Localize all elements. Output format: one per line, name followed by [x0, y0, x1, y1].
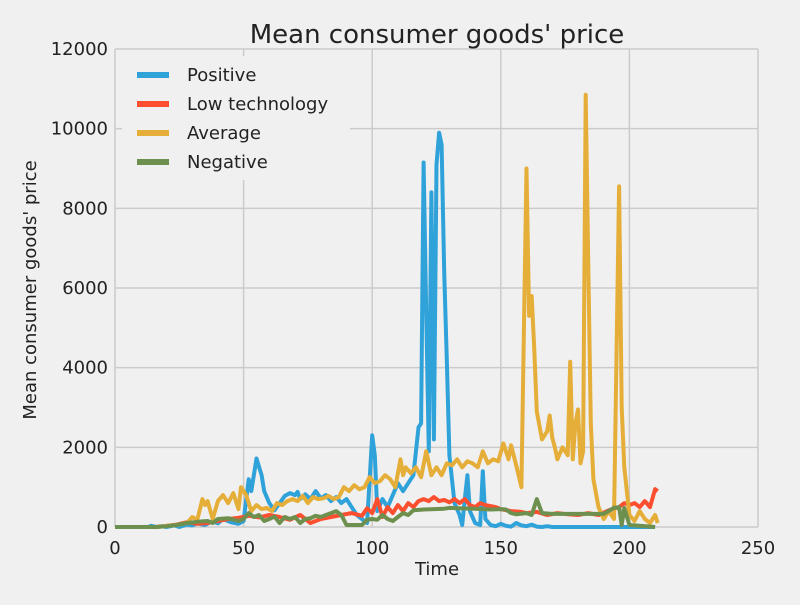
y-tick-label: 8000	[62, 198, 108, 219]
legend: Positive Low technology Average Negative	[122, 56, 350, 180]
legend-label-average: Average	[187, 123, 261, 144]
legend-label-low-technology: Low technology	[187, 94, 328, 115]
legend-label-negative: Negative	[187, 152, 268, 173]
x-tick-label: 150	[484, 538, 518, 559]
y-axis-label: Mean consumer goods' price	[20, 160, 41, 419]
x-tick-labels: 0 50 100 150 200 250	[109, 538, 775, 559]
y-tick-label: 12000	[51, 39, 108, 60]
x-tick-label: 50	[232, 538, 255, 559]
chart-title: Mean consumer goods' price	[250, 20, 625, 50]
y-tick-label: 0	[97, 517, 108, 538]
x-tick-label: 200	[612, 538, 646, 559]
y-tick-label: 10000	[51, 119, 108, 140]
x-axis-label: Time	[414, 559, 459, 580]
y-tick-labels: 0 2000 4000 6000 8000 10000 12000	[51, 39, 108, 538]
y-tick-label: 2000	[62, 437, 108, 458]
y-tick-label: 6000	[62, 278, 108, 299]
x-tick-label: 250	[741, 538, 775, 559]
y-tick-label: 4000	[62, 358, 108, 379]
x-tick-label: 100	[355, 538, 389, 559]
x-tick-label: 0	[109, 538, 120, 559]
series-group	[115, 92, 660, 529]
series-line-negative	[115, 497, 656, 529]
series-line-positive	[115, 130, 656, 529]
series-line-average	[115, 92, 660, 529]
legend-label-positive: Positive	[187, 65, 256, 86]
